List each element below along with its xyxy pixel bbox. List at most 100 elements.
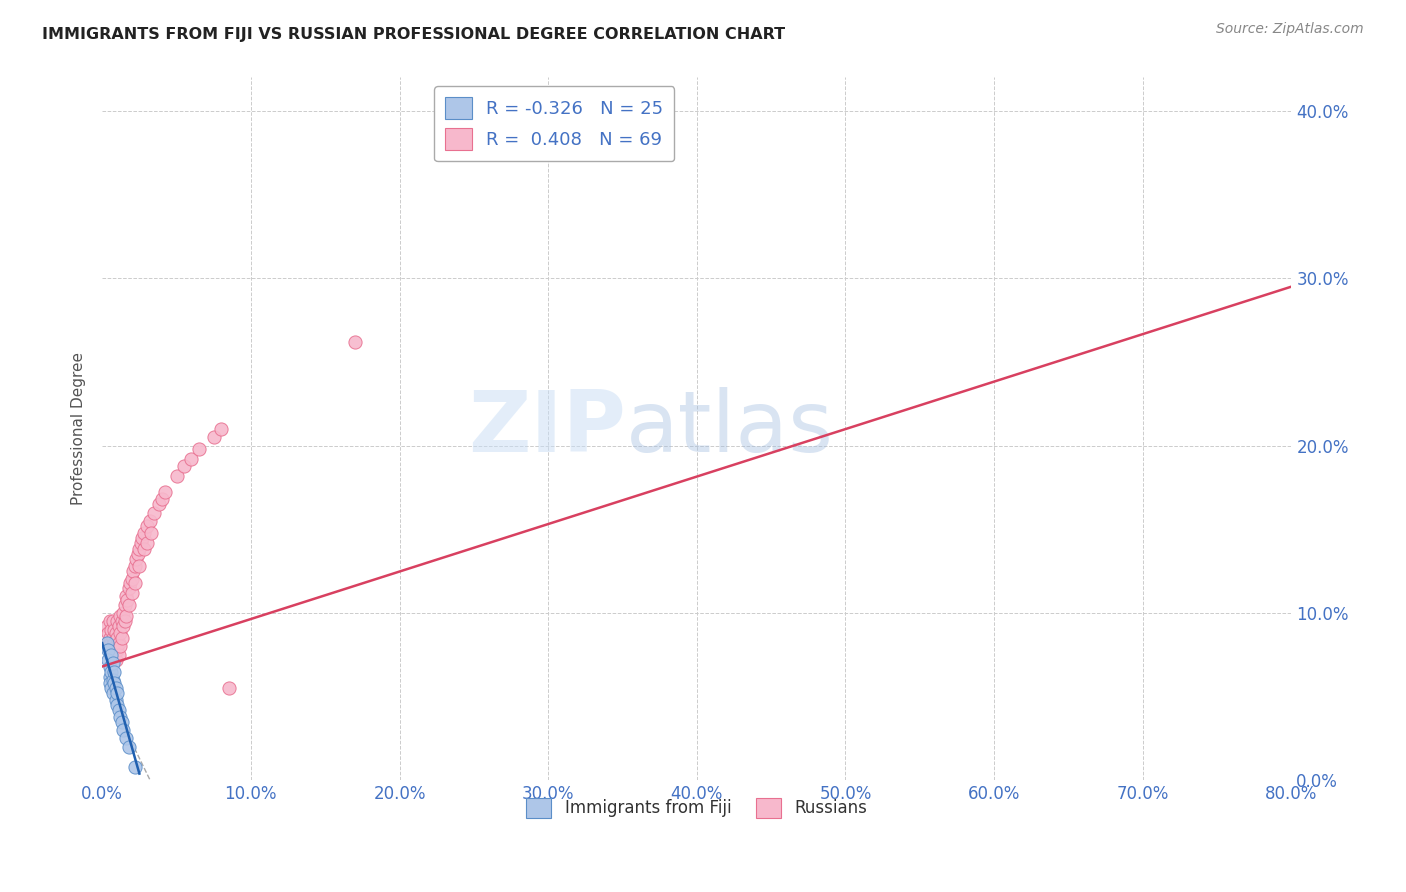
Point — [153, 485, 176, 500]
Text: IMMIGRANTS FROM FIJI VS RUSSIAN PROFESSIONAL DEGREE CORRELATION CHART: IMMIGRANTS FROM FIJI VS RUSSIAN PROFESSI… — [42, 27, 786, 42]
Point — [114, 615, 136, 629]
Point — [218, 681, 240, 696]
Point — [110, 615, 132, 629]
Point — [100, 636, 122, 650]
Point — [96, 619, 118, 633]
Point — [101, 615, 124, 629]
Point — [143, 506, 166, 520]
Point — [104, 653, 127, 667]
Point — [124, 575, 146, 590]
Point — [98, 676, 121, 690]
Point — [118, 581, 141, 595]
Point — [135, 535, 157, 549]
Point — [104, 681, 127, 696]
Point — [101, 686, 124, 700]
Point — [173, 458, 195, 473]
Point — [100, 648, 122, 662]
Point — [121, 586, 143, 600]
Point — [148, 497, 170, 511]
Point — [128, 559, 150, 574]
Point — [100, 681, 122, 696]
Point — [128, 542, 150, 557]
Point — [110, 714, 132, 729]
Point — [129, 535, 152, 549]
Point — [132, 525, 155, 540]
Point — [105, 631, 128, 645]
Point — [104, 640, 127, 654]
Point — [98, 669, 121, 683]
Point — [101, 631, 124, 645]
Point — [122, 564, 145, 578]
Point — [98, 631, 121, 645]
Point — [118, 598, 141, 612]
Point — [103, 665, 125, 679]
Point — [105, 615, 128, 629]
Legend: Immigrants from Fiji, Russians: Immigrants from Fiji, Russians — [520, 791, 875, 825]
Point — [103, 636, 125, 650]
Point — [98, 659, 121, 673]
Point — [97, 653, 120, 667]
Point — [125, 552, 148, 566]
Point — [100, 665, 122, 679]
Point — [118, 739, 141, 754]
Point — [135, 519, 157, 533]
Point — [108, 609, 131, 624]
Point — [98, 642, 121, 657]
Point — [110, 631, 132, 645]
Point — [537, 112, 560, 127]
Point — [103, 623, 125, 637]
Point — [108, 709, 131, 723]
Point — [98, 615, 121, 629]
Point — [209, 422, 232, 436]
Point — [166, 468, 188, 483]
Point — [97, 626, 120, 640]
Point — [132, 542, 155, 557]
Point — [114, 598, 136, 612]
Point — [115, 609, 138, 624]
Point — [107, 703, 129, 717]
Point — [101, 653, 124, 667]
Point — [105, 698, 128, 712]
Point — [107, 619, 129, 633]
Point — [100, 623, 122, 637]
Point — [139, 514, 162, 528]
Y-axis label: Professional Degree: Professional Degree — [72, 352, 86, 506]
Point — [97, 636, 120, 650]
Point — [101, 656, 124, 670]
Point — [101, 673, 124, 687]
Point — [180, 452, 202, 467]
Point — [104, 626, 127, 640]
Point — [187, 442, 209, 456]
Point — [97, 642, 120, 657]
Point — [107, 636, 129, 650]
Point — [111, 619, 134, 633]
Point — [150, 492, 173, 507]
Point — [343, 334, 366, 349]
Text: atlas: atlas — [626, 387, 834, 470]
Point — [124, 760, 146, 774]
Point — [108, 640, 131, 654]
Point — [202, 430, 225, 444]
Point — [141, 525, 163, 540]
Point — [127, 548, 149, 562]
Point — [115, 731, 138, 746]
Point — [111, 606, 134, 620]
Point — [115, 589, 138, 603]
Point — [107, 648, 129, 662]
Point — [120, 575, 142, 590]
Point — [124, 559, 146, 574]
Point — [108, 626, 131, 640]
Point — [96, 636, 118, 650]
Point — [101, 642, 124, 657]
Point — [121, 573, 143, 587]
Point — [104, 693, 127, 707]
Point — [105, 686, 128, 700]
Text: Source: ZipAtlas.com: Source: ZipAtlas.com — [1216, 22, 1364, 37]
Point — [117, 592, 139, 607]
Point — [131, 531, 153, 545]
Point — [111, 723, 134, 737]
Text: ZIP: ZIP — [468, 387, 626, 470]
Point — [103, 648, 125, 662]
Point — [103, 676, 125, 690]
Point — [105, 642, 128, 657]
